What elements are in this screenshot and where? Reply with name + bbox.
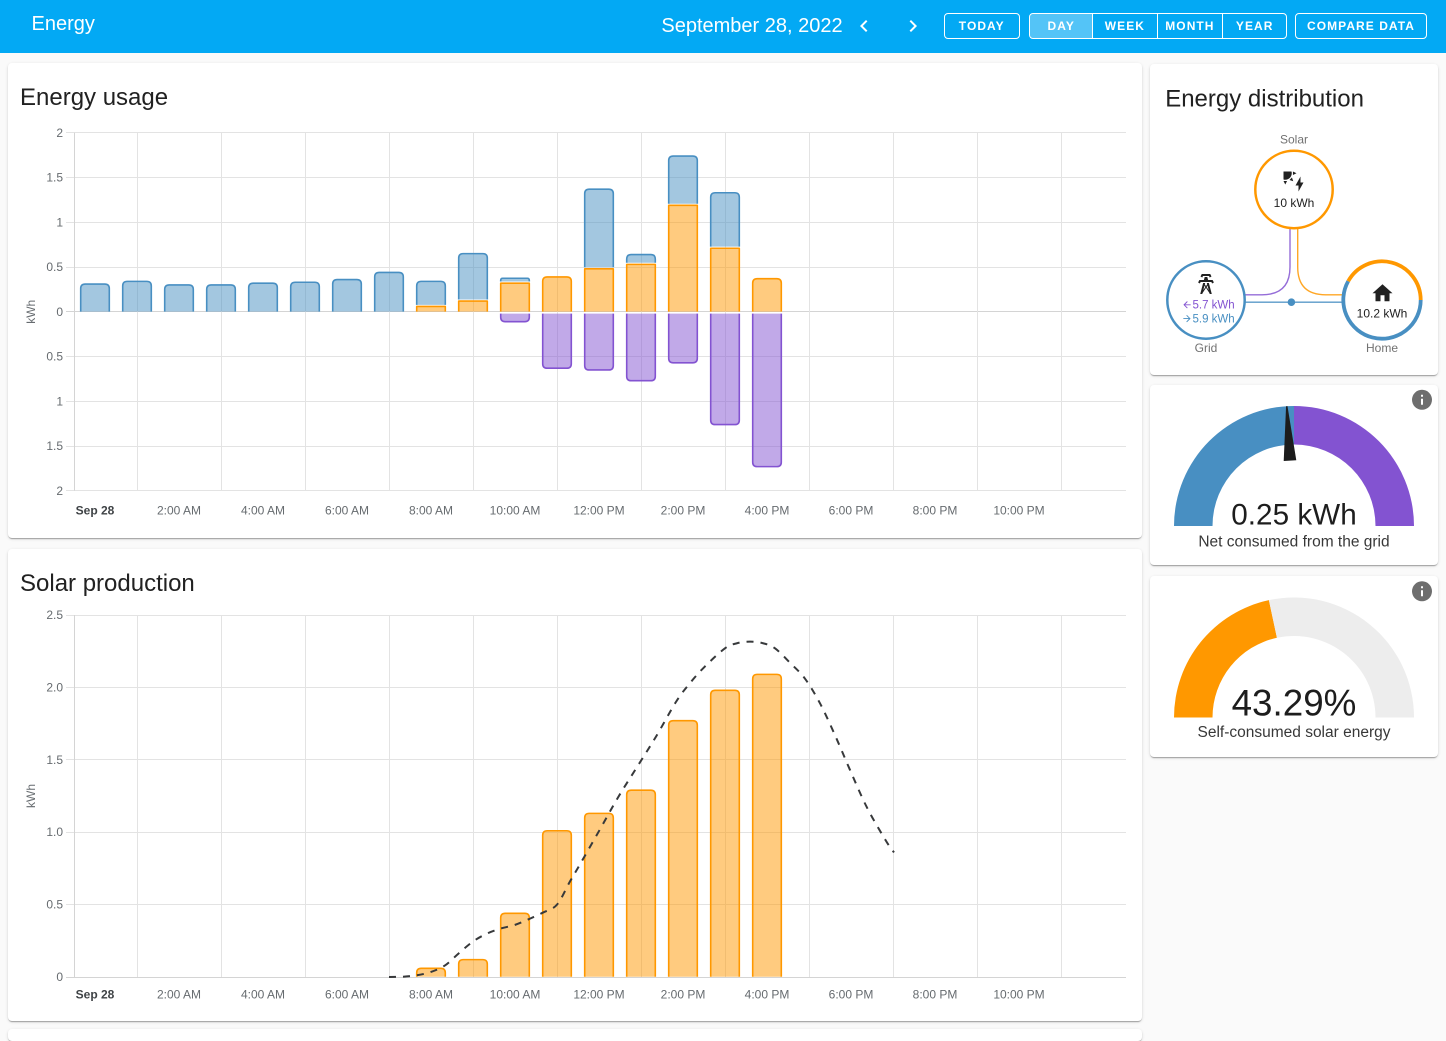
svg-text:10.2 kWh: 10.2 kWh bbox=[1357, 307, 1408, 321]
svg-text:10:00 PM: 10:00 PM bbox=[993, 988, 1044, 1002]
svg-text:10 kWh: 10 kWh bbox=[1274, 196, 1315, 210]
svg-text:0: 0 bbox=[56, 305, 63, 319]
svg-text:2: 2 bbox=[56, 484, 63, 498]
svg-text:kWh: kWh bbox=[24, 784, 38, 808]
svg-text:1: 1 bbox=[56, 215, 63, 229]
svg-text:Energy distribution: Energy distribution bbox=[1165, 86, 1364, 113]
svg-text:2: 2 bbox=[56, 126, 63, 140]
svg-text:Sep 28: Sep 28 bbox=[76, 988, 115, 1002]
svg-text:10:00 PM: 10:00 PM bbox=[993, 504, 1044, 518]
svg-text:Self-consumed solar energy: Self-consumed solar energy bbox=[1198, 724, 1391, 741]
svg-text:5.9 kWh: 5.9 kWh bbox=[1193, 313, 1235, 325]
svg-text:1.5: 1.5 bbox=[46, 753, 63, 767]
svg-text:4:00 PM: 4:00 PM bbox=[745, 504, 790, 518]
svg-text:1: 1 bbox=[56, 394, 63, 408]
svg-text:0: 0 bbox=[56, 970, 63, 984]
svg-text:12:00 PM: 12:00 PM bbox=[573, 988, 624, 1002]
svg-text:2:00 PM: 2:00 PM bbox=[661, 504, 706, 518]
svg-text:6:00 PM: 6:00 PM bbox=[829, 504, 874, 518]
svg-text:2:00 AM: 2:00 AM bbox=[157, 988, 201, 1002]
svg-text:Grid: Grid bbox=[1195, 341, 1218, 355]
svg-text:Sep 28: Sep 28 bbox=[76, 504, 115, 518]
svg-text:Net consumed from the grid: Net consumed from the grid bbox=[1198, 534, 1389, 551]
svg-text:10:00 AM: 10:00 AM bbox=[490, 988, 541, 1002]
svg-text:0.25 kWh: 0.25 kWh bbox=[1231, 499, 1356, 532]
svg-text:12:00 PM: 12:00 PM bbox=[573, 504, 624, 518]
svg-text:6:00 AM: 6:00 AM bbox=[325, 504, 369, 518]
svg-text:8:00 PM: 8:00 PM bbox=[913, 504, 958, 518]
svg-text:0.5: 0.5 bbox=[46, 260, 63, 274]
svg-text:2.5: 2.5 bbox=[46, 608, 63, 622]
svg-text:Energy usage: Energy usage bbox=[20, 84, 168, 111]
svg-text:10:00 AM: 10:00 AM bbox=[490, 504, 541, 518]
svg-text:2.0: 2.0 bbox=[46, 680, 63, 694]
svg-text:0.5: 0.5 bbox=[46, 350, 63, 364]
svg-text:1.5: 1.5 bbox=[46, 171, 63, 185]
svg-text:Solar production: Solar production bbox=[20, 570, 195, 597]
svg-text:43.29%: 43.29% bbox=[1232, 682, 1357, 723]
svg-text:6:00 PM: 6:00 PM bbox=[829, 988, 874, 1002]
svg-text:2:00 PM: 2:00 PM bbox=[661, 988, 706, 1002]
svg-text:Home: Home bbox=[1366, 341, 1398, 355]
svg-text:1.5: 1.5 bbox=[46, 439, 63, 453]
svg-text:8:00 AM: 8:00 AM bbox=[409, 988, 453, 1002]
svg-text:4:00 AM: 4:00 AM bbox=[241, 988, 285, 1002]
svg-text:kWh: kWh bbox=[24, 300, 38, 324]
svg-text:Solar: Solar bbox=[1280, 133, 1308, 147]
svg-text:5.7 kWh: 5.7 kWh bbox=[1193, 300, 1235, 312]
svg-text:4:00 AM: 4:00 AM bbox=[241, 504, 285, 518]
svg-text:2:00 AM: 2:00 AM bbox=[157, 504, 201, 518]
svg-text:1.0: 1.0 bbox=[46, 825, 63, 839]
svg-text:0.5: 0.5 bbox=[46, 898, 63, 912]
svg-text:8:00 AM: 8:00 AM bbox=[409, 504, 453, 518]
svg-text:6:00 AM: 6:00 AM bbox=[325, 988, 369, 1002]
svg-text:4:00 PM: 4:00 PM bbox=[745, 988, 790, 1002]
svg-text:8:00 PM: 8:00 PM bbox=[913, 988, 958, 1002]
